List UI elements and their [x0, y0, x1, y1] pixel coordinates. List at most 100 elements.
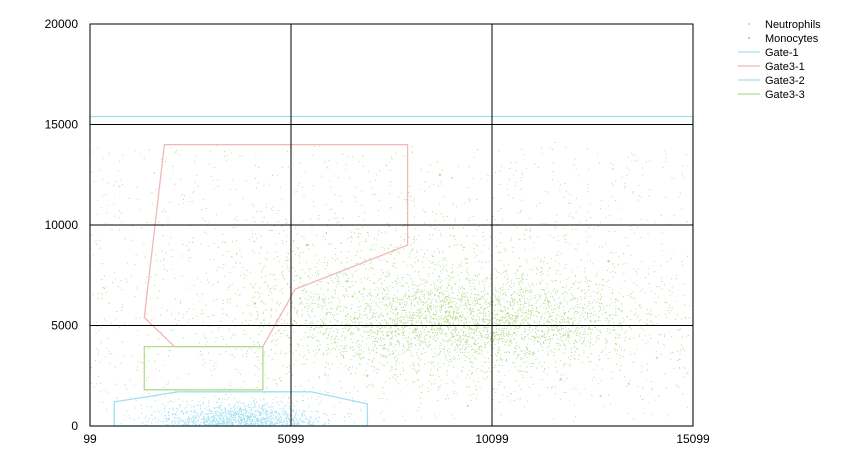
cloud-dot [475, 303, 477, 304]
cloud-dot [450, 339, 452, 341]
cloud-dot [188, 242, 190, 244]
cloud-dot [455, 317, 457, 319]
cloud-dot [304, 331, 306, 333]
cloud-dot [568, 310, 569, 312]
cloud-dot [196, 174, 198, 176]
cloud-dot [529, 229, 530, 231]
cloud-dot [431, 234, 433, 236]
cloud-dot [382, 356, 384, 358]
cloud-dot [380, 327, 382, 329]
cloud-dot [376, 287, 378, 289]
cloud-dot [546, 262, 548, 264]
cloud-dot [666, 260, 668, 262]
cloud-dot [579, 339, 581, 341]
cloud-dot [462, 249, 464, 251]
cloud-dot [351, 397, 353, 399]
cloud-dot [543, 336, 545, 338]
cloud-dot [275, 288, 277, 290]
cloud-dot [489, 305, 490, 307]
cloud-dot [169, 400, 171, 402]
cloud-dot [518, 298, 520, 300]
cloud-dot [378, 230, 380, 232]
cloud-dot [513, 301, 515, 303]
cloud-dot [418, 337, 420, 339]
cloud-dot [444, 307, 446, 309]
cloud-dot [414, 298, 416, 300]
cloud-dot [399, 299, 401, 301]
cloud-dot [605, 243, 607, 245]
cloud-dot [314, 271, 316, 273]
cloud-dot [365, 307, 367, 309]
cloud-dot [573, 354, 575, 356]
cloud-dot [382, 364, 384, 366]
cloud-dot [425, 310, 427, 312]
cloud-dot [242, 266, 244, 268]
cloud-dot [411, 344, 413, 346]
cloud-dot [574, 331, 576, 333]
cloud-dot [500, 358, 502, 360]
cloud-dot [316, 234, 318, 236]
cloud-dot [439, 353, 441, 355]
cloud-dot [215, 299, 217, 301]
cloud-dot [478, 283, 480, 285]
cloud-dot [439, 306, 441, 308]
cloud-dot [475, 358, 477, 360]
cloud-dot [388, 331, 390, 332]
cloud-dot [522, 273, 524, 275]
cloud-dot [383, 304, 385, 306]
cloud-dot [453, 382, 455, 384]
cloud-dot [313, 145, 315, 147]
cloud-dot [526, 278, 528, 280]
cloud-dot [222, 254, 224, 256]
cloud-dot [429, 322, 431, 324]
cloud-dot [407, 349, 408, 350]
cloud-dot [629, 379, 631, 381]
cloud-dot [420, 302, 422, 304]
cloud-dot [528, 317, 529, 319]
cloud-dot [588, 301, 590, 303]
cloud-dot [392, 287, 394, 289]
cloud-dot [389, 342, 391, 344]
cloud-dot [350, 308, 352, 309]
cloud-dot [484, 278, 486, 280]
cloud-dot [469, 282, 471, 284]
cloud-dot [415, 332, 417, 334]
cloud-dot [395, 380, 397, 382]
cloud-dot [96, 383, 98, 385]
cloud-dot [665, 314, 667, 315]
cloud-dot [511, 298, 513, 300]
cloud-dot [442, 251, 444, 253]
cloud-dot [625, 237, 627, 239]
cloud-dot [105, 347, 107, 349]
cloud-dot [405, 294, 407, 296]
cloud-dot [278, 321, 280, 323]
cloud-dot [433, 183, 435, 185]
cloud-dot [413, 312, 415, 314]
cloud-dot [536, 333, 538, 335]
cloud-dot [394, 262, 396, 264]
cloud-dot [626, 245, 628, 247]
cloud-dot [514, 314, 516, 316]
cloud-dot [365, 314, 367, 316]
cloud-dot [206, 272, 207, 274]
cloud-dot [532, 310, 534, 312]
cloud-dot [596, 338, 598, 340]
cloud-dot [457, 340, 459, 342]
cloud-dot [567, 331, 569, 333]
cloud-dot [121, 289, 122, 291]
cloud-dot [453, 336, 455, 338]
cloud-dot [560, 322, 562, 324]
cloud-dot [262, 326, 264, 328]
cloud-dot [319, 145, 321, 147]
cloud-dot [358, 161, 360, 163]
cloud-dot [439, 309, 441, 311]
cloud-dot [317, 303, 319, 305]
cloud-dot [292, 323, 293, 325]
cloud-dot [146, 276, 148, 278]
cloud-dot [435, 300, 437, 302]
cloud-dot [460, 336, 462, 338]
cloud-dot [484, 337, 486, 339]
cloud-dot [174, 298, 176, 300]
cloud-dot [366, 231, 368, 233]
cloud-dot [492, 332, 494, 334]
